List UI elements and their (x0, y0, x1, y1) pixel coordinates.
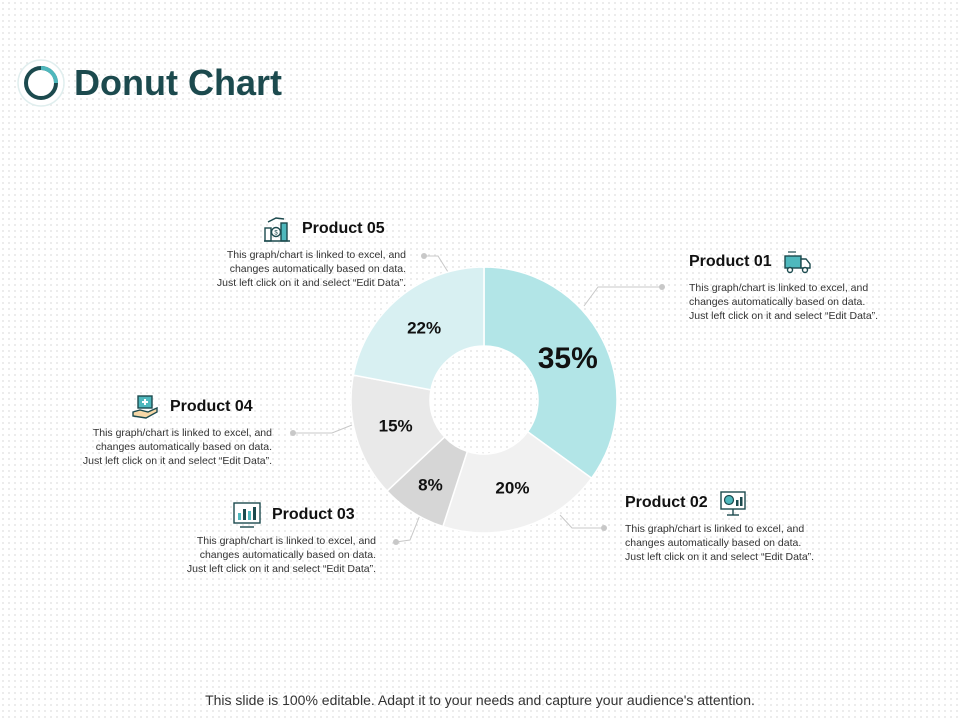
donut-slice-2 (441, 430, 593, 534)
callout-description: This graph/chart is linked to excel, and… (625, 523, 815, 563)
bar-chart-screen-icon (233, 502, 261, 528)
leader-dot-1 (659, 284, 665, 290)
slice-labels: 35% 20% 8% 15% 22% (379, 319, 598, 498)
leader-line-2 (559, 514, 604, 529)
callout-product-01: Product 01 This graph/chart is linked to… (689, 247, 919, 323)
slice-label-1: 35% (538, 342, 598, 375)
donut-slice-5 (352, 266, 485, 391)
leader-dot-3 (393, 539, 399, 545)
footer-note: This slide is 100% editable. Adapt it to… (205, 692, 755, 708)
leader-line-3 (395, 509, 423, 543)
slice-label-2: 20% (495, 478, 529, 497)
callout-title: Product 01 (689, 253, 772, 270)
leader-dot-2 (601, 525, 607, 531)
callout-title: Product 04 (170, 398, 253, 415)
presentation-chart-icon (719, 491, 746, 516)
callout-description: This graph/chart is linked to excel, and… (186, 535, 376, 575)
leader-line-4 (293, 424, 353, 434)
page-title: Donut Chart (74, 62, 282, 103)
hand-medical-case-icon (132, 395, 158, 419)
leader-line-1 (583, 286, 662, 307)
money-growth-icon: $ (264, 217, 290, 242)
donut-slice-1 (483, 266, 618, 480)
leader-lines (290, 253, 665, 545)
leader-dot-4 (290, 430, 296, 436)
callout-product-03: Product 03 This graph/chart is linked to… (156, 500, 376, 576)
callout-title: Product 03 (272, 506, 355, 523)
leader-line-5 (424, 255, 449, 273)
donut-slices (350, 266, 618, 534)
callout-product-05: $ Product 05 This graph/chart is linked … (186, 214, 406, 290)
callout-title: Product 02 (625, 494, 708, 511)
leader-dot-5 (421, 253, 427, 259)
svg-text:$: $ (274, 231, 278, 237)
callout-title: Product 05 (302, 220, 385, 237)
slice-label-3: 8% (418, 475, 443, 494)
slice-label-5: 22% (407, 319, 441, 338)
delivery-truck-icon (783, 251, 811, 274)
callout-description: This graph/chart is linked to excel, and… (689, 282, 879, 322)
callout-description: This graph/chart is linked to excel, and… (216, 249, 406, 289)
callout-description: This graph/chart is linked to excel, and… (82, 427, 272, 467)
callout-product-04: Product 04 This graph/chart is linked to… (52, 392, 272, 468)
title-ring-icon (17, 59, 65, 107)
callout-product-02: Product 02 This graph/chart is linked to… (625, 488, 855, 564)
donut-slice-4 (350, 374, 446, 493)
slice-label-4: 15% (379, 417, 413, 436)
